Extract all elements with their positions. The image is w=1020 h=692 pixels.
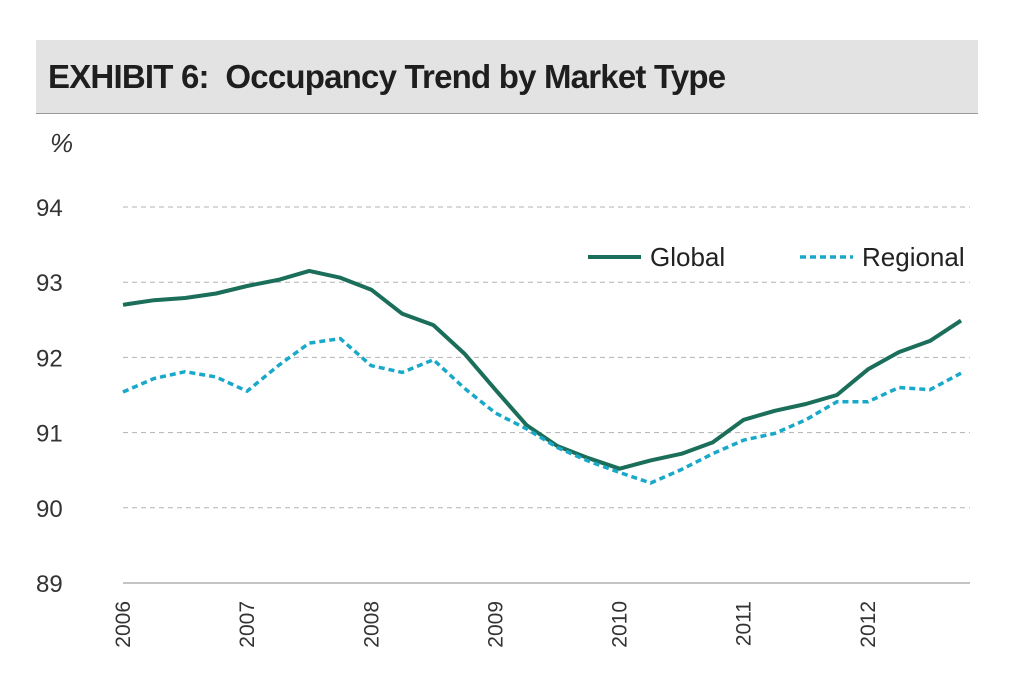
y-tick-label: 93 bbox=[36, 270, 63, 297]
x-tick-label: 2010 bbox=[609, 601, 632, 648]
series-global-line bbox=[122, 268, 963, 471]
y-tick-label: 94 bbox=[36, 195, 63, 222]
legend: Global Regional bbox=[588, 242, 965, 272]
gridlines bbox=[123, 206, 970, 584]
y-axis-unit-label: % bbox=[50, 128, 73, 158]
x-axis: 2006 2007 2008 2009 2010 2011 2012 bbox=[112, 601, 880, 648]
x-tick-label: 2011 bbox=[733, 601, 756, 646]
chart-title: EXHIBIT 6: Occupancy Trend by Market Typ… bbox=[48, 58, 726, 95]
y-axis: % 89 90 91 92 93 94 bbox=[36, 128, 73, 598]
legend-label-global: Global bbox=[650, 242, 725, 272]
x-tick-label: 2012 bbox=[857, 601, 880, 648]
y-tick-label: 89 bbox=[36, 571, 63, 598]
x-tick-label: 2008 bbox=[360, 601, 383, 648]
x-tick-label: 2009 bbox=[484, 601, 507, 648]
x-tick-label: 2007 bbox=[236, 601, 259, 648]
series-regional-line bbox=[122, 336, 962, 485]
y-tick-label: 90 bbox=[36, 496, 63, 523]
x-tick-label: 2006 bbox=[112, 601, 135, 648]
y-tick-label: 92 bbox=[36, 345, 63, 372]
legend-label-regional: Regional bbox=[862, 242, 965, 272]
y-tick-label: 91 bbox=[36, 421, 63, 448]
series-lines bbox=[122, 268, 963, 485]
title-bar: EXHIBIT 6: Occupancy Trend by Market Typ… bbox=[36, 40, 978, 114]
